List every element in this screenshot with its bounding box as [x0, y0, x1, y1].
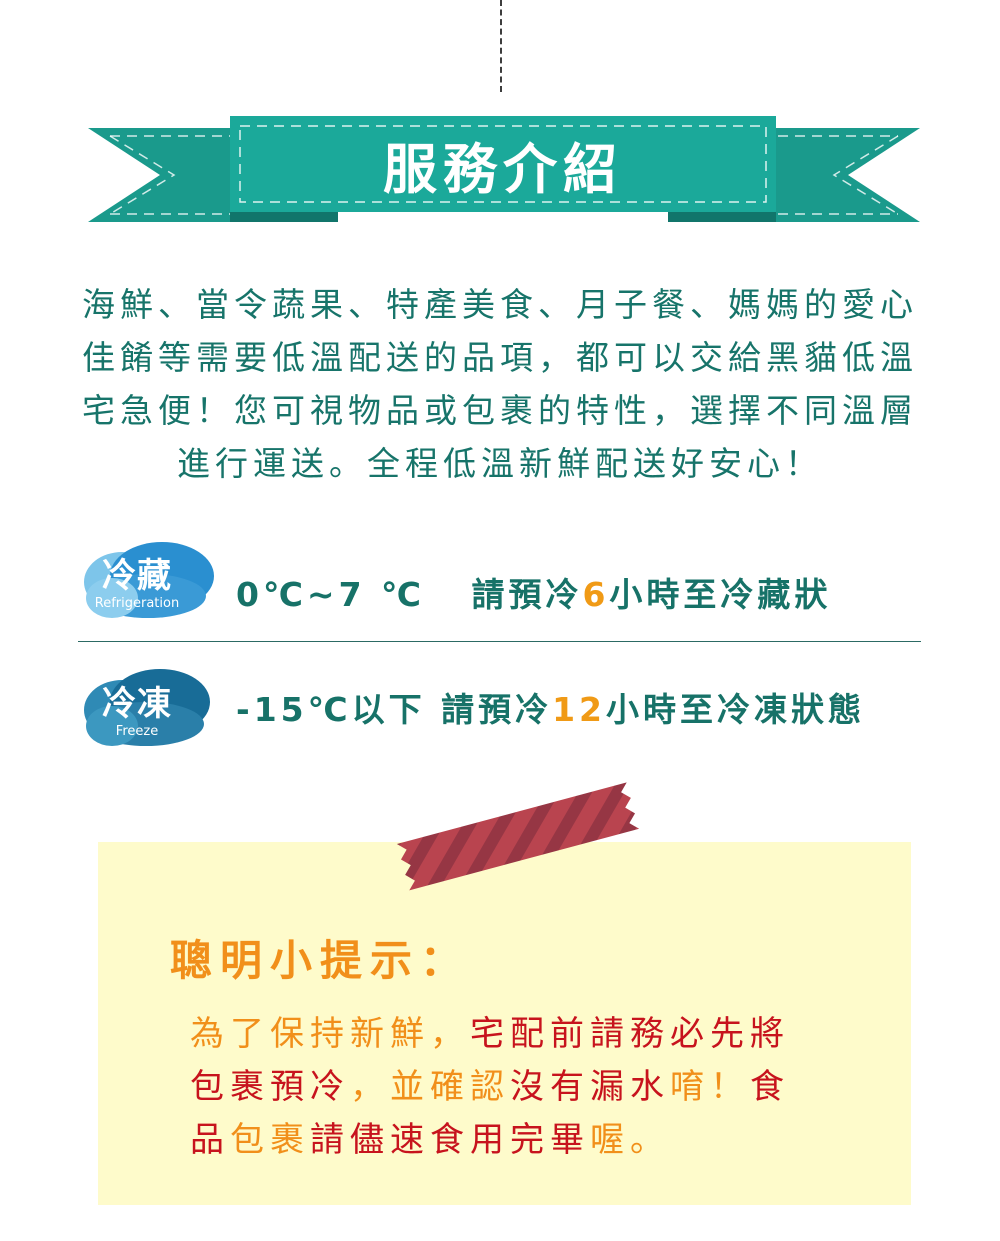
tips-text: 沒有漏水 [510, 1067, 670, 1107]
refrigeration-pre: 請預冷 [471, 575, 583, 614]
tips-text: 宅配前請務必先將 [470, 1014, 790, 1054]
refrigeration-temp: 0℃~7 ℃ [236, 575, 425, 614]
tips-text: 儘速食用完畢 [350, 1120, 590, 1160]
tips-text: 食 [750, 1067, 790, 1107]
intro-line-2: 佳餚等需要低溫配送的品項，都可以交給黑貓低溫 [82, 338, 918, 377]
tips-text: 包裹預冷 [190, 1067, 350, 1107]
tips-text: 請 [310, 1120, 350, 1160]
tips-line-3: 品包裹請儘速食用完畢喔。 [190, 1114, 850, 1167]
ribbon-banner [88, 116, 920, 222]
intro-line-1: 海鮮、當令蔬果、特產美食、月子餐、媽媽的愛心 [82, 285, 918, 324]
freeze-badge: 冷凍 Freeze [82, 666, 217, 746]
tips-text: 喔。 [590, 1120, 670, 1160]
freeze-temp: -15℃以下 [236, 690, 426, 729]
badge-sublabel-freeze: Freeze [115, 724, 159, 739]
cloud-badge-icon [84, 669, 210, 746]
refrigeration-description: 0℃~7 ℃ 請預冷6小時至冷藏狀 [236, 568, 831, 616]
freeze-description: -15℃以下 請預冷12小時至冷凍狀態 [236, 683, 865, 731]
refrigeration-post: 小時至冷藏狀 [609, 575, 832, 614]
tips-line-2: 包裹預冷，並確認沒有漏水唷！食 [190, 1061, 850, 1114]
refrigeration-badge: 冷藏 Refrigeration [82, 538, 217, 618]
freeze-pre: 請預冷 [441, 690, 553, 729]
intro-line-4: 進行運送。全程低溫新鮮配送好安心！ [177, 444, 823, 483]
tips-text: 品 [190, 1120, 230, 1160]
badge-sublabel-refrigeration: Refrigeration [94, 596, 180, 611]
page-title: 服務介紹 [383, 137, 623, 201]
tips-card [98, 842, 911, 1205]
tips-body: 為了保持新鮮，宅配前請務必先將 包裹預冷，並確認沒有漏水唷！食 品包裹請儘速食用… [190, 1008, 850, 1167]
cloud-badge-icon [84, 542, 214, 618]
tips-text: 包裹 [230, 1120, 310, 1160]
badge-label-refrigeration: 冷藏 [102, 556, 172, 596]
freeze-hours: 12 [552, 690, 607, 729]
tips-line-1: 為了保持新鮮，宅配前請務必先將 [190, 1008, 850, 1061]
tips-text: 唷！ [670, 1067, 750, 1107]
freeze-post: 小時至冷凍狀態 [606, 690, 866, 729]
intro-line-3: 宅急便！您可視物品或包裹的特性，選擇不同溫層 [82, 391, 918, 430]
divider [78, 641, 921, 642]
badge-label-freeze: 冷凍 [102, 684, 172, 724]
refrigeration-hours: 6 [582, 575, 610, 614]
dashed-connector-line [500, 0, 502, 92]
intro-paragraph: 海鮮、當令蔬果、特產美食、月子餐、媽媽的愛心 佳餚等需要低溫配送的品項，都可以交… [30, 278, 970, 490]
tips-title: 聰明小提示： [170, 936, 471, 985]
washi-tape-decoration [396, 782, 640, 891]
tips-text: 為了保持新鮮， [190, 1014, 470, 1054]
tips-text: ，並確認 [350, 1067, 510, 1107]
